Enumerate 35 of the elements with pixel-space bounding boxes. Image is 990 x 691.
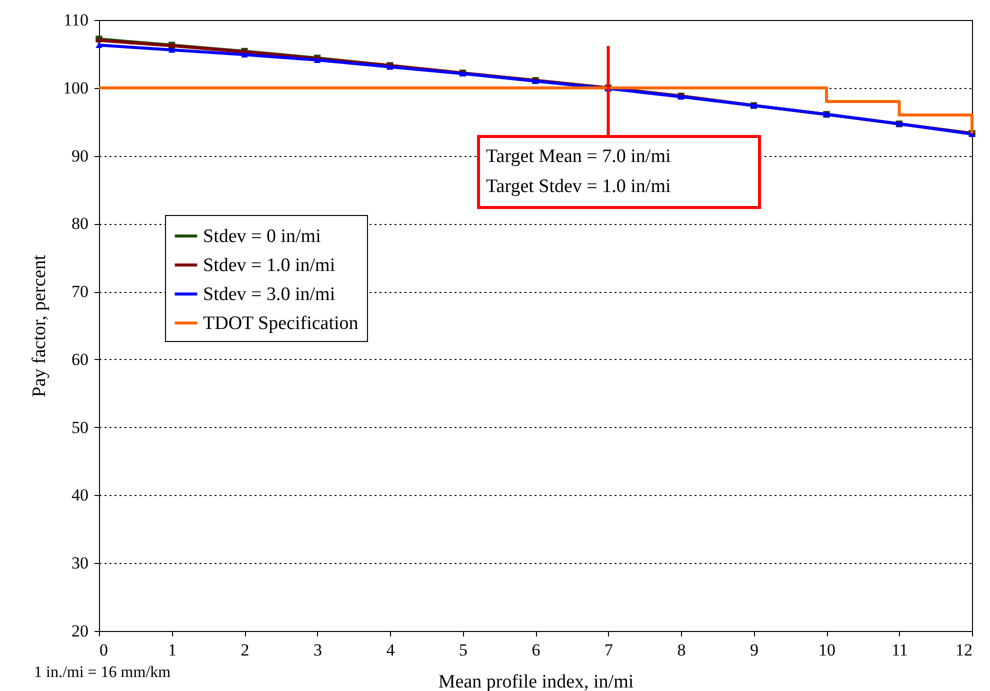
text: 1 in./mi = 16 mm/km <box>34 664 171 682</box>
y-tick-label: 80 <box>72 214 88 234</box>
x-tick-label: 6 <box>532 640 540 660</box>
annotation: Target Stdev = 1.0 in/mi <box>486 175 672 199</box>
x-tick-label: 3 <box>314 640 322 660</box>
y-axis-title: Pay factor, percent <box>29 254 50 398</box>
legend-label: TDOT Specification <box>203 313 359 334</box>
point <box>96 42 102 48</box>
x-tick-label: 12 <box>956 640 972 660</box>
legend-label: Stdev = 3.0 in/mi <box>203 284 336 305</box>
y-tick-label: 30 <box>72 554 88 573</box>
annotation: Target Mean = 7.0 in/mi <box>486 145 672 169</box>
y-tick-label: 50 <box>72 418 88 437</box>
point <box>168 46 176 53</box>
y-tick-label: 20 <box>72 622 88 640</box>
legend-label: Stdev = 1.0 in/mi <box>203 255 336 276</box>
x-tick-label: 5 <box>459 640 468 660</box>
x-tick-label: 4 <box>386 640 396 660</box>
callout-box: Target Mean = 7.0 in/mi Target Stdev = 1.0 in/mi <box>477 135 761 209</box>
x-tick-label: 0 <box>100 640 108 660</box>
y-tick-label: 90 <box>72 146 88 166</box>
y-tick-label: 100 <box>63 78 88 98</box>
y-tick-label: 70 <box>72 282 88 302</box>
x-tick-label: 1 <box>168 640 176 660</box>
x-tick-label: 7 <box>604 640 614 660</box>
legend-label: Stdev = 0 in/mi <box>203 226 321 247</box>
x-tick-label: 2 <box>240 640 250 660</box>
x-tick-label: 9 <box>750 640 758 660</box>
x-tick-label: 8 <box>677 640 686 660</box>
y-tick-label: 110 <box>64 10 88 30</box>
x-tick-label: 10 <box>818 640 836 660</box>
x-tick-label: 11 <box>892 640 908 660</box>
y-tick-label: 40 <box>72 486 88 505</box>
point <box>241 52 248 58</box>
y-tick-label: 60 <box>72 350 88 369</box>
